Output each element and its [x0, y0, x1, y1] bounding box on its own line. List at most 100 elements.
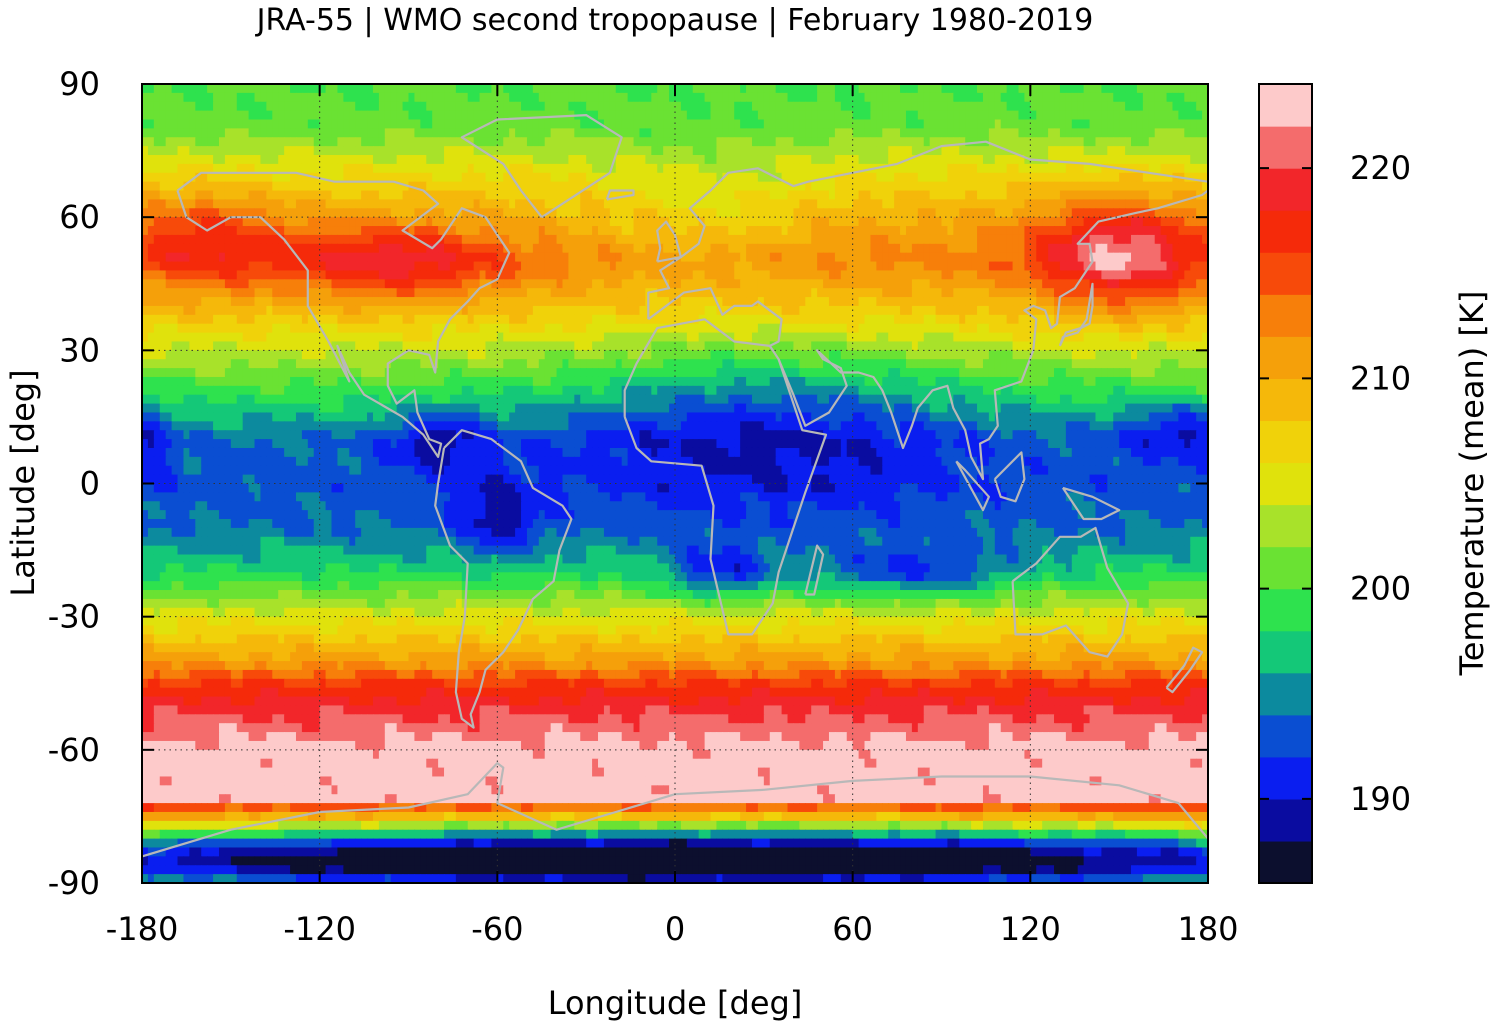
- field-cell: [473, 137, 481, 147]
- field-cell: [562, 137, 569, 147]
- field-cell: [491, 323, 498, 334]
- field-cell: [746, 297, 753, 307]
- field-cell: [840, 137, 848, 147]
- field-cell: [414, 288, 421, 298]
- field-cell: [183, 101, 190, 112]
- field-cell: [633, 279, 641, 289]
- field-cell: [1131, 137, 1138, 147]
- field-cell: [479, 137, 487, 147]
- field-cell: [994, 279, 1002, 289]
- field-cell: [213, 208, 220, 218]
- field-cell: [438, 84, 445, 94]
- field-cell: [337, 146, 344, 156]
- field-cell: [568, 208, 575, 218]
- field-cell: [284, 243, 291, 254]
- field-cell: [1012, 252, 1020, 263]
- field-cell: [888, 101, 895, 112]
- field-cell: [295, 119, 303, 129]
- field-cell: [532, 92, 540, 103]
- field-cell: [455, 92, 463, 103]
- field-cell: [467, 155, 475, 165]
- field-cell: [538, 84, 546, 94]
- field-cell: [384, 119, 392, 129]
- field-cell: [905, 137, 913, 147]
- field-cell: [1196, 252, 1203, 263]
- field-cell: [1065, 297, 1073, 307]
- field-cell: [319, 226, 327, 236]
- field-cell: [1107, 279, 1114, 289]
- field-cell: [1012, 190, 1020, 201]
- field-cell: [675, 314, 682, 325]
- field-cell: [1065, 305, 1073, 316]
- field-cell: [526, 146, 534, 156]
- field-cell: [479, 92, 487, 103]
- field-cell: [408, 279, 416, 289]
- field-cell: [894, 297, 901, 307]
- field-cell: [787, 288, 795, 298]
- field-cell: [870, 305, 877, 316]
- field-cell: [1012, 92, 1020, 103]
- field-cell: [817, 252, 824, 263]
- field-cell: [775, 297, 783, 307]
- field-cell: [609, 243, 617, 254]
- field-cell: [449, 128, 457, 138]
- field-cell: [609, 217, 617, 227]
- field-cell: [746, 101, 753, 112]
- field-cell: [905, 270, 913, 280]
- field-cell: [675, 226, 682, 236]
- field-cell: [201, 119, 208, 129]
- field-cell: [497, 226, 504, 236]
- field-cell: [669, 288, 676, 298]
- field-cell: [609, 181, 617, 192]
- field-cell: [337, 181, 344, 192]
- field-cell: [763, 323, 771, 334]
- field-cell: [1018, 243, 1026, 254]
- field-cell: [1196, 146, 1203, 156]
- field-cell: [793, 163, 800, 174]
- field-cell: [230, 234, 238, 245]
- field-cell: [390, 270, 398, 280]
- field-cell: [372, 261, 380, 272]
- field-cell: [337, 163, 344, 174]
- field-cell: [1012, 181, 1020, 192]
- field-cell: [716, 252, 723, 263]
- field-cell: [917, 146, 925, 156]
- field-cell: [236, 217, 244, 227]
- field-cell: [929, 243, 937, 254]
- field-cell: [218, 323, 226, 334]
- field-cell: [1030, 119, 1037, 129]
- field-cell: [301, 243, 309, 254]
- field-cell: [769, 181, 777, 192]
- field-cell: [1148, 234, 1156, 245]
- field-cell: [313, 119, 321, 129]
- field-cell: [556, 226, 564, 236]
- field-cell: [1131, 252, 1138, 263]
- field-cell: [295, 155, 303, 165]
- field-cell: [1089, 146, 1097, 156]
- field-cell: [260, 163, 267, 174]
- field-cell: [142, 261, 149, 272]
- field-cell: [1012, 234, 1020, 245]
- field-cell: [1018, 297, 1026, 307]
- field-cell: [1059, 92, 1067, 103]
- field-cell: [218, 261, 226, 272]
- field-cell: [598, 234, 605, 245]
- field-cell: [290, 279, 297, 289]
- field-cell: [1202, 243, 1208, 254]
- field-cell: [994, 101, 1002, 112]
- field-cell: [301, 208, 309, 218]
- field-cell: [408, 217, 416, 227]
- field-cell: [805, 243, 812, 254]
- field-cell: [224, 155, 232, 165]
- field-cell: [669, 92, 676, 103]
- field-cell: [189, 270, 196, 280]
- field-cell: [651, 288, 658, 298]
- field-cell: [260, 270, 267, 280]
- field-cell: [1030, 208, 1037, 218]
- field-cell: [864, 217, 872, 227]
- field-cell: [633, 270, 641, 280]
- field-cell: [242, 163, 250, 174]
- field-cell: [278, 172, 285, 183]
- field-cell: [1006, 208, 1014, 218]
- field-cell: [793, 252, 800, 263]
